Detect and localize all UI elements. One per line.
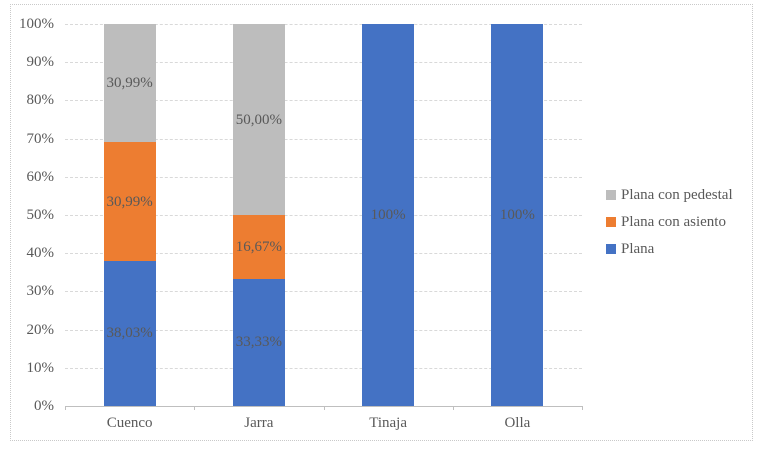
bar-segment-plana [232, 278, 285, 406]
x-axis-tick [323, 406, 325, 410]
data-label: 30,99% [106, 193, 153, 210]
y-tick-label: 30% [26, 283, 55, 300]
y-tick-label: 40% [26, 245, 55, 262]
y-tick-label: 50% [26, 207, 55, 223]
legend-label: Plana [621, 241, 655, 257]
category-label: Tinaja [369, 415, 408, 431]
data-label: 16,67% [235, 238, 282, 255]
gridline [65, 138, 582, 140]
bar-segment-plana [103, 260, 156, 406]
y-tick-label: 0% [34, 398, 54, 414]
legend-swatch-icon [606, 217, 616, 227]
gridline [65, 291, 582, 293]
gridline [65, 329, 582, 331]
bar-segment-plana-con-pedestal [232, 24, 285, 215]
gridline [65, 100, 582, 102]
bar-segment-plana-con-pedestal [103, 23, 156, 143]
data-label: 30,99% [106, 75, 153, 92]
gridline [65, 24, 582, 25]
data-label: 33,33% [235, 334, 282, 351]
legend-label: Plana con pedestal [621, 187, 733, 203]
data-label: 38,03% [106, 325, 153, 342]
x-axis-tick [582, 406, 583, 410]
y-tick-label: 70% [26, 130, 55, 147]
y-tick-label: 10% [26, 359, 55, 376]
y-tick-label: 60% [26, 168, 55, 185]
legend-label: Plana con asiento [621, 214, 726, 230]
y-tick-label: 90% [26, 54, 55, 71]
y-tick-label: 20% [26, 321, 55, 338]
legend-item-plana: Plana [606, 241, 654, 257]
x-axis-tick [65, 406, 66, 410]
category-label: Olla [504, 415, 531, 431]
bar-segment-plana-con-asiento [232, 215, 285, 279]
bar-segment-plana-con-asiento [103, 142, 156, 261]
legend-swatch-icon [606, 190, 616, 200]
gridline [65, 62, 582, 64]
data-label: 100% [499, 207, 535, 223]
bar-segment-plana [362, 24, 415, 406]
x-axis-tick [194, 406, 196, 410]
category-label: Jarra [244, 415, 274, 431]
legend-item-plana-con-asiento: Plana con asiento [606, 214, 726, 230]
gridline [65, 367, 582, 369]
data-label: 100% [370, 207, 406, 223]
x-axis-tick [452, 406, 454, 410]
gridline [65, 215, 582, 216]
legend-item-plana-con-pedestal: Plana con pedestal [606, 187, 733, 203]
bar-segment-plana [491, 24, 544, 406]
y-tick-label: 80% [26, 92, 55, 109]
category-label: Cuenco [106, 415, 153, 431]
data-label: 50,00% [235, 111, 282, 128]
y-tick-label: 100% [19, 16, 54, 32]
legend-swatch-icon [606, 244, 616, 254]
gridline [65, 176, 582, 178]
gridline [65, 253, 582, 255]
